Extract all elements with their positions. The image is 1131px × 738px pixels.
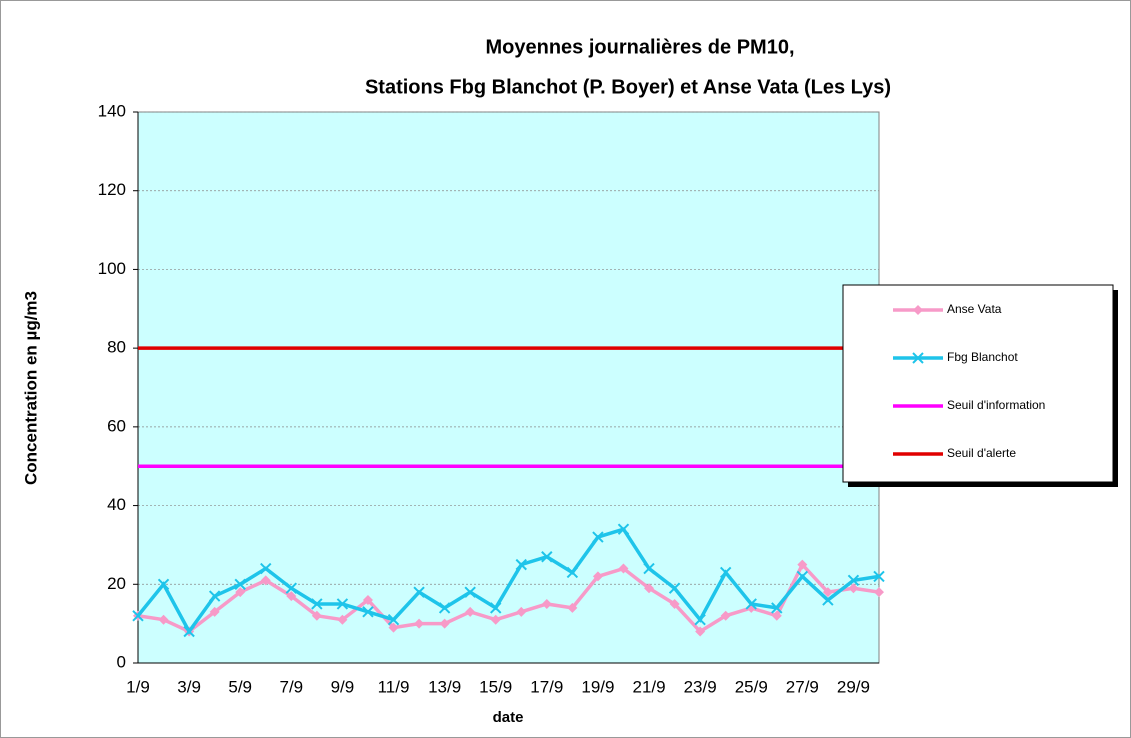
marker <box>912 352 924 364</box>
marker <box>771 602 783 614</box>
y-tick-label: 60 <box>107 416 126 435</box>
legend-label: Seuil d'information <box>947 398 1045 412</box>
marker <box>771 610 782 621</box>
marker <box>797 559 808 570</box>
y-tick-label: 20 <box>107 574 126 593</box>
x-tick-label: 3/9 <box>177 677 201 696</box>
marker <box>413 586 425 598</box>
legend-item: Fbg Blanchot <box>893 350 1018 364</box>
x-tick-label: 27/9 <box>786 677 819 696</box>
marker <box>438 602 451 614</box>
marker <box>592 571 603 582</box>
legend-label: Anse Vata <box>947 302 1002 316</box>
x-tick-label: 15/9 <box>479 677 512 696</box>
legend <box>842 284 1114 483</box>
marker <box>694 613 706 626</box>
marker <box>158 614 169 625</box>
marker <box>362 606 374 618</box>
y-tick-label: 140 <box>98 101 126 120</box>
marker <box>490 614 501 625</box>
marker <box>566 566 579 579</box>
marker <box>541 598 552 609</box>
marker <box>643 562 655 575</box>
x-tick-label: 29/9 <box>837 677 870 696</box>
marker <box>235 587 246 598</box>
marker <box>260 562 272 575</box>
marker <box>669 598 680 609</box>
marker <box>388 622 399 633</box>
x-tick-label: 5/9 <box>228 677 252 696</box>
x-tick-label: 19/9 <box>581 677 614 696</box>
x-tick-label: 23/9 <box>684 677 717 696</box>
series-line <box>136 527 880 635</box>
marker <box>822 594 834 606</box>
y-tick-label: 100 <box>98 259 126 278</box>
marker <box>260 575 271 586</box>
marker <box>183 625 195 638</box>
x-tick-label: 17/9 <box>530 677 563 696</box>
marker <box>311 610 322 621</box>
marker <box>668 582 681 594</box>
marker <box>208 590 221 602</box>
legend-item: Seuil d'information <box>893 398 1045 412</box>
legend-label: Seuil d'alerte <box>947 446 1016 460</box>
marker <box>464 586 476 598</box>
marker <box>745 598 757 610</box>
legend-item: Anse Vata <box>893 302 1002 316</box>
marker <box>439 618 450 629</box>
marker <box>796 570 809 583</box>
chart-title: Moyennes journalières de PM10, <box>486 36 795 58</box>
x-tick-label: 21/9 <box>632 677 665 696</box>
marker <box>913 305 923 315</box>
y-tick-label: 80 <box>107 338 126 357</box>
y-tick-label: 120 <box>98 180 126 199</box>
marker <box>285 582 298 594</box>
marker <box>720 610 731 621</box>
x-tick-label: 1/9 <box>126 677 150 696</box>
legend-label: Fbg Blanchot <box>947 350 1018 364</box>
y-tick-label: 0 <box>117 652 126 671</box>
x-tick-label: 7/9 <box>279 677 303 696</box>
marker <box>337 614 348 625</box>
marker <box>490 602 502 614</box>
marker <box>311 598 323 610</box>
x-axis-label: date <box>493 709 524 726</box>
marker <box>592 531 604 543</box>
marker <box>695 626 706 637</box>
y-tick-label: 40 <box>107 495 126 514</box>
marker <box>157 578 170 590</box>
marker <box>132 610 144 622</box>
marker <box>336 598 349 610</box>
marker <box>516 606 527 617</box>
marker <box>719 566 732 579</box>
x-tick-label: 11/9 <box>378 677 410 696</box>
marker <box>465 606 476 617</box>
y-axis-label: Concentration en µg/m3 <box>21 291 40 485</box>
x-tick-label: 13/9 <box>428 677 461 696</box>
marker <box>541 551 553 563</box>
legend-item: Seuil d'alerte <box>893 446 1016 460</box>
marker <box>874 587 884 598</box>
marker <box>822 587 833 598</box>
marker <box>362 595 373 606</box>
marker <box>234 578 246 590</box>
x-tick-label: 25/9 <box>735 677 768 696</box>
marker <box>617 523 630 535</box>
marker <box>618 563 629 574</box>
marker <box>414 618 425 629</box>
marker <box>515 558 527 571</box>
marker <box>387 613 400 626</box>
chart-subtitle: Stations Fbg Blanchot (P. Boyer) et Anse… <box>365 76 891 98</box>
marker <box>847 574 860 587</box>
marker <box>848 583 859 594</box>
marker <box>567 602 578 613</box>
x-tick-label: 9/9 <box>331 677 355 696</box>
marker <box>644 583 655 594</box>
marker <box>873 570 885 583</box>
marker <box>209 606 220 617</box>
marker <box>286 591 297 602</box>
